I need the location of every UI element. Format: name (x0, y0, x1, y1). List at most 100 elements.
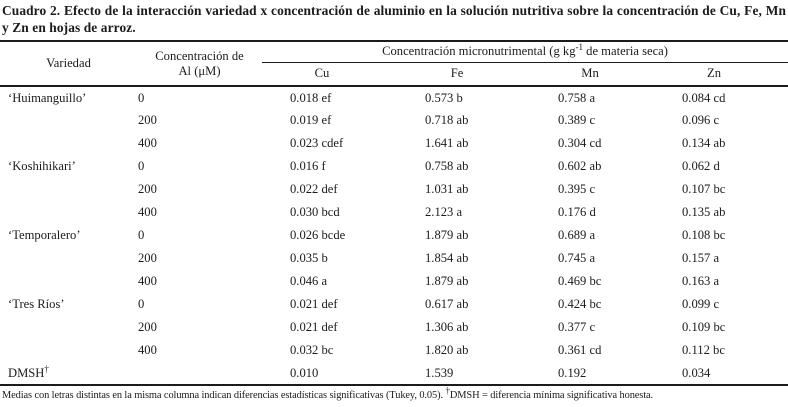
column-header-cu: Cu (314, 66, 330, 81)
table-row: 200 0.035 b 1.854 ab 0.745 a 0.157 a (0, 247, 788, 270)
zn-value-cell: 0.096 c (682, 113, 720, 127)
mn-value-cell: 0.745 a (558, 251, 596, 265)
variedad-header-label: Variedad (46, 56, 91, 70)
column-header-zn: Zn (707, 66, 721, 81)
variety-cell: DMSH† (0, 362, 137, 385)
al-concentration-cell: 0 (138, 228, 145, 242)
al-concentration-cell: 200 (138, 113, 157, 127)
column-header-al-concentration: Concentración de Al (μM) (137, 41, 262, 86)
zn-value-cell: 0.112 bc (682, 343, 725, 357)
variety-cell (0, 201, 137, 224)
mn-value-cell: 0.176 d (558, 205, 596, 219)
cu-value-cell: 0.030 bcd (290, 205, 340, 219)
mn-value-cell: 0.758 a (558, 90, 596, 105)
spanner-text-end: de materia seca) (583, 44, 668, 59)
fe-value-cell: 1.879 ab (425, 228, 469, 242)
fe-value-cell: 0.573 b (425, 90, 463, 105)
cu-value-cell: 0.022 def (290, 182, 338, 196)
table-row: ‘Huimanguillo’ 0 0.018 ef 0.573 b 0.758 … (0, 86, 788, 109)
footnote-dagger: † (445, 385, 450, 396)
column-header-fe: Fe (450, 66, 464, 81)
column-header-mn: Mn (581, 66, 599, 81)
fe-value-cell: 2.123 a (425, 205, 463, 219)
spanner-text: Concentración micronutrimental (g kg (382, 44, 576, 59)
table-row: 400 0.046 a 1.879 ab 0.469 bc 0.163 a (0, 270, 788, 293)
al-concentration-cell: 400 (138, 274, 157, 288)
cu-value-cell: 0.021 def (290, 297, 338, 311)
fe-value-cell: 1.306 ab (425, 320, 469, 334)
fe-value-cell: 0.718 ab (425, 113, 469, 127)
micronutrient-spanner-header: Concentración micronutrimental (g kg-1 d… (262, 41, 788, 63)
spanner-superscript: -1 (575, 42, 584, 53)
footnote-text: Medias con letras distintas en la misma … (2, 390, 446, 401)
zn-value-cell: 0.134 ab (682, 136, 726, 150)
variety-cell (0, 247, 137, 270)
variety-cell: ‘Koshihikari’ (0, 155, 137, 178)
column-header-variedad: Variedad (0, 41, 137, 86)
cu-value-cell: 0.019 ef (290, 113, 332, 127)
al-concentration-cell: 400 (138, 343, 157, 357)
variety-cell (0, 178, 137, 201)
cu-value-cell: 0.018 ef (290, 90, 332, 105)
fe-value-cell: 1.820 ab (425, 343, 469, 357)
al-concentration-cell: 0 (138, 159, 145, 173)
zn-value-cell: 0.062 d (682, 159, 720, 173)
mn-value-cell: 0.469 bc (558, 274, 602, 288)
mn-value-cell: 0.361 cd (558, 343, 602, 357)
cu-value-cell: 0.010 (290, 365, 319, 380)
variety-cell: ‘Temporalero’ (0, 224, 137, 247)
cu-value-cell: 0.023 cdef (290, 136, 344, 150)
fe-value-cell: 1.854 ab (425, 251, 469, 265)
cu-value-cell: 0.021 def (290, 320, 338, 334)
table-row: 400 0.032 bc 1.820 ab 0.361 cd 0.112 bc (0, 339, 788, 362)
results-table: Variedad Concentración de Al (μM) Concen… (0, 40, 788, 386)
variety-label: ‘Huimanguillo’ (8, 90, 87, 105)
cu-value-cell: 0.035 b (290, 251, 328, 265)
variety-cell (0, 132, 137, 155)
zn-value-cell: 0.099 c (682, 297, 720, 311)
table-caption: Cuadro 2. Efecto de la interacción varie… (2, 3, 786, 35)
mn-value-cell: 0.389 c (558, 113, 596, 127)
table-footnote: Medias con letras distintas en la misma … (0, 386, 788, 402)
cu-value-cell: 0.026 bcde (290, 228, 346, 242)
al-concentration-cell: 200 (138, 251, 157, 265)
table-row: 200 0.019 ef 0.718 ab 0.389 c 0.096 c (0, 109, 788, 132)
fe-value-cell: 1.879 ab (425, 274, 469, 288)
mn-value-cell: 0.689 a (558, 228, 596, 242)
table-row: 400 0.030 bcd 2.123 a 0.176 d 0.135 ab (0, 201, 788, 224)
variety-cell: ‘Huimanguillo’ (0, 86, 137, 109)
variety-cell (0, 316, 137, 339)
zn-value-cell: 0.163 a (682, 274, 720, 288)
table-row: 400 0.023 cdef 1.641 ab 0.304 cd 0.134 a… (0, 132, 788, 155)
variety-cell (0, 109, 137, 132)
header-row-spanner: Variedad Concentración de Al (μM) Concen… (0, 41, 788, 78)
cu-value-cell: 0.016 f (290, 159, 326, 173)
table-row: 200 0.022 def 1.031 ab 0.395 c 0.107 bc (0, 178, 788, 201)
variety-label: DMSH (8, 365, 45, 380)
al-concentration-cell (137, 362, 262, 385)
fe-value-cell: 0.617 ab (425, 297, 469, 311)
table-row: 200 0.021 def 1.306 ab 0.377 c 0.109 bc (0, 316, 788, 339)
variety-cell (0, 270, 137, 293)
footnote-text-end: DMSH = diferencia mínima significativa h… (449, 390, 654, 401)
al-concentration-cell: 200 (138, 182, 157, 196)
variety-cell: ‘Tres Ríos’ (0, 293, 137, 316)
variety-label: ‘Tres Ríos’ (8, 297, 65, 311)
table-row: ‘Temporalero’ 0 0.026 bcde 1.879 ab 0.68… (0, 224, 788, 247)
cu-value-cell: 0.032 bc (290, 343, 334, 357)
al-concentration-cell: 0 (138, 90, 145, 105)
cu-value-cell: 0.046 a (290, 274, 328, 288)
variety-label: ‘Koshihikari’ (8, 159, 76, 173)
mn-value-cell: 0.304 cd (558, 136, 602, 150)
zn-value-cell: 0.157 a (682, 251, 720, 265)
al-concentration-cell: 200 (138, 320, 157, 334)
table-body: ‘Huimanguillo’ 0 0.018 ef 0.573 b 0.758 … (0, 86, 788, 385)
al-concentration-cell: 400 (138, 205, 157, 219)
mn-value-cell: 0.395 c (558, 182, 596, 196)
table-row: ‘Tres Ríos’ 0 0.021 def 0.617 ab 0.424 b… (0, 293, 788, 316)
mn-value-cell: 0.424 bc (558, 297, 602, 311)
fe-value-cell: 1.539 (425, 365, 454, 380)
mn-value-cell: 0.602 ab (558, 159, 602, 173)
fe-value-cell: 0.758 ab (425, 159, 469, 173)
